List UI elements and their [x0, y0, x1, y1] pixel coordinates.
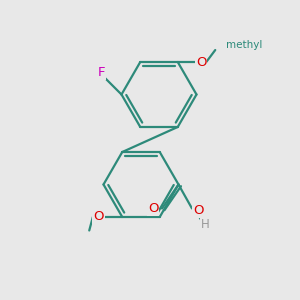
Text: O: O: [93, 211, 104, 224]
Text: methyl: methyl: [226, 40, 262, 50]
Text: F: F: [98, 66, 105, 79]
Text: O: O: [196, 56, 206, 68]
Text: O: O: [148, 202, 158, 215]
Text: H: H: [201, 218, 210, 232]
Text: O: O: [193, 203, 203, 217]
